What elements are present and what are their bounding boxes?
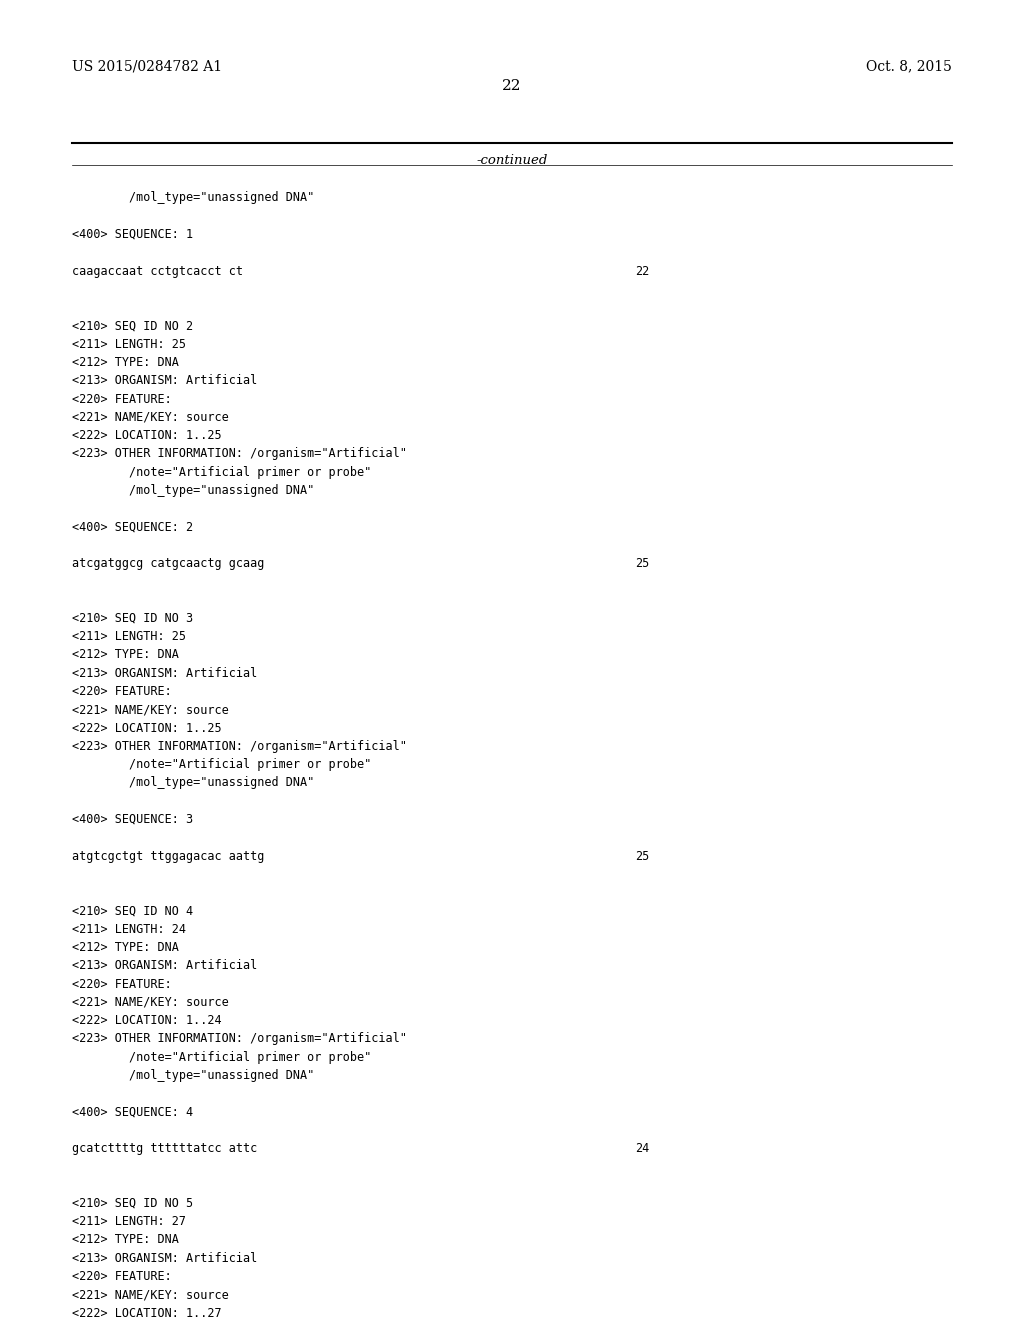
Text: <220> FEATURE:: <220> FEATURE: (72, 392, 171, 405)
Text: <212> TYPE: DNA: <212> TYPE: DNA (72, 356, 178, 368)
Text: <400> SEQUENCE: 2: <400> SEQUENCE: 2 (72, 520, 193, 533)
Text: <213> ORGANISM: Artificial: <213> ORGANISM: Artificial (72, 375, 257, 387)
Text: <221> NAME/KEY: source: <221> NAME/KEY: source (72, 411, 228, 424)
Text: <213> ORGANISM: Artificial: <213> ORGANISM: Artificial (72, 960, 257, 973)
Text: /mol_type="unassigned DNA": /mol_type="unassigned DNA" (72, 191, 314, 205)
Text: <221> NAME/KEY: source: <221> NAME/KEY: source (72, 1288, 228, 1302)
Text: 22: 22 (635, 264, 649, 277)
Text: <213> ORGANISM: Artificial: <213> ORGANISM: Artificial (72, 667, 257, 680)
Text: <210> SEQ ID NO 2: <210> SEQ ID NO 2 (72, 319, 193, 333)
Text: <210> SEQ ID NO 5: <210> SEQ ID NO 5 (72, 1197, 193, 1210)
Text: <211> LENGTH: 25: <211> LENGTH: 25 (72, 338, 185, 351)
Text: <223> OTHER INFORMATION: /organism="Artificial": <223> OTHER INFORMATION: /organism="Arti… (72, 447, 407, 461)
Text: <211> LENGTH: 27: <211> LENGTH: 27 (72, 1216, 185, 1228)
Text: 25: 25 (635, 850, 649, 862)
Text: -continued: -continued (476, 154, 548, 168)
Text: /note="Artificial primer or probe": /note="Artificial primer or probe" (72, 758, 371, 771)
Text: US 2015/0284782 A1: US 2015/0284782 A1 (72, 59, 222, 74)
Text: <210> SEQ ID NO 4: <210> SEQ ID NO 4 (72, 904, 193, 917)
Text: <211> LENGTH: 25: <211> LENGTH: 25 (72, 630, 185, 643)
Text: <211> LENGTH: 24: <211> LENGTH: 24 (72, 923, 185, 936)
Text: 22: 22 (502, 79, 522, 94)
Text: 24: 24 (635, 1142, 649, 1155)
Text: /note="Artificial primer or probe": /note="Artificial primer or probe" (72, 1051, 371, 1064)
Text: <400> SEQUENCE: 1: <400> SEQUENCE: 1 (72, 228, 193, 242)
Text: atgtcgctgt ttggagacac aattg: atgtcgctgt ttggagacac aattg (72, 850, 264, 862)
Text: /mol_type="unassigned DNA": /mol_type="unassigned DNA" (72, 484, 314, 496)
Text: <220> FEATURE:: <220> FEATURE: (72, 685, 171, 698)
Text: caagaccaat cctgtcacct ct: caagaccaat cctgtcacct ct (72, 264, 243, 277)
Text: <213> ORGANISM: Artificial: <213> ORGANISM: Artificial (72, 1251, 257, 1265)
Text: <223> OTHER INFORMATION: /organism="Artificial": <223> OTHER INFORMATION: /organism="Arti… (72, 1032, 407, 1045)
Text: Oct. 8, 2015: Oct. 8, 2015 (866, 59, 952, 74)
Text: <222> LOCATION: 1..25: <222> LOCATION: 1..25 (72, 429, 221, 442)
Text: <222> LOCATION: 1..27: <222> LOCATION: 1..27 (72, 1307, 221, 1320)
Text: gcatcttttg ttttttatcc attc: gcatcttttg ttttttatcc attc (72, 1142, 257, 1155)
Text: <212> TYPE: DNA: <212> TYPE: DNA (72, 941, 178, 954)
Text: <222> LOCATION: 1..24: <222> LOCATION: 1..24 (72, 1014, 221, 1027)
Text: <220> FEATURE:: <220> FEATURE: (72, 978, 171, 990)
Text: <223> OTHER INFORMATION: /organism="Artificial": <223> OTHER INFORMATION: /organism="Arti… (72, 741, 407, 752)
Text: atcgatggcg catgcaactg gcaag: atcgatggcg catgcaactg gcaag (72, 557, 264, 570)
Text: /mol_type="unassigned DNA": /mol_type="unassigned DNA" (72, 776, 314, 789)
Text: <400> SEQUENCE: 4: <400> SEQUENCE: 4 (72, 1106, 193, 1118)
Text: <220> FEATURE:: <220> FEATURE: (72, 1270, 171, 1283)
Text: <222> LOCATION: 1..25: <222> LOCATION: 1..25 (72, 722, 221, 734)
Text: 25: 25 (635, 557, 649, 570)
Text: <212> TYPE: DNA: <212> TYPE: DNA (72, 648, 178, 661)
Text: <221> NAME/KEY: source: <221> NAME/KEY: source (72, 704, 228, 717)
Text: <210> SEQ ID NO 3: <210> SEQ ID NO 3 (72, 612, 193, 624)
Text: <400> SEQUENCE: 3: <400> SEQUENCE: 3 (72, 813, 193, 826)
Text: /note="Artificial primer or probe": /note="Artificial primer or probe" (72, 466, 371, 479)
Text: <212> TYPE: DNA: <212> TYPE: DNA (72, 1233, 178, 1246)
Text: <221> NAME/KEY: source: <221> NAME/KEY: source (72, 995, 228, 1008)
Text: /mol_type="unassigned DNA": /mol_type="unassigned DNA" (72, 1069, 314, 1082)
